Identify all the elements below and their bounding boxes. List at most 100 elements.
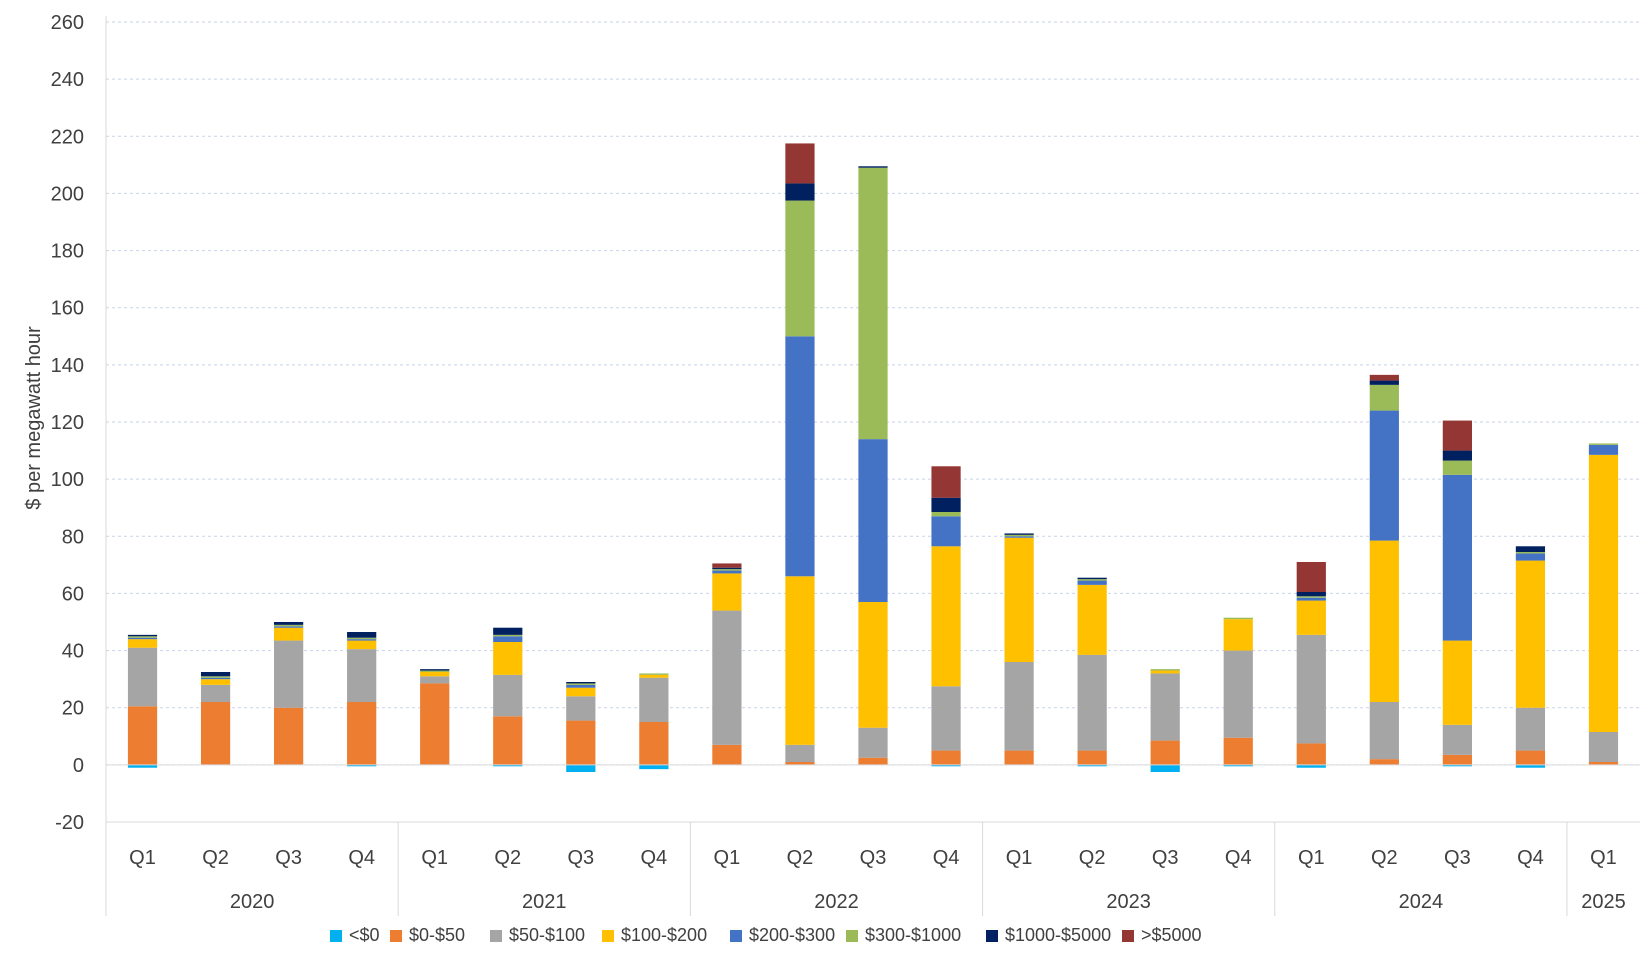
bar-segment (785, 762, 815, 765)
bar-segment (127, 764, 158, 768)
legend-swatch (602, 930, 614, 942)
bar-segment (1442, 640, 1472, 725)
bar-segment (420, 672, 450, 677)
y-tick-label: 60 (62, 583, 84, 605)
group-label: 2023 (1106, 891, 1151, 913)
bar-segment (639, 764, 669, 770)
bar-segment (858, 166, 888, 168)
legend-label: $200-$300 (749, 925, 835, 945)
bar-segment (200, 677, 231, 680)
x-tick-label: Q2 (1079, 847, 1106, 869)
bar-segment (1369, 702, 1399, 760)
bar-segment (858, 167, 888, 440)
bar-segment (347, 639, 377, 641)
legend-swatch (330, 930, 342, 942)
bar-segment (1442, 460, 1472, 475)
x-tick-label: Q1 (1590, 847, 1617, 869)
bar-segment (1296, 596, 1326, 598)
x-tick-label: Q4 (933, 847, 960, 869)
bar-segment (274, 627, 304, 641)
legend-swatch (490, 930, 502, 942)
x-tick-label: Q4 (348, 847, 375, 869)
legend-label: $0-$50 (409, 925, 465, 945)
legend-swatch (986, 930, 998, 942)
bar-segment (566, 682, 596, 684)
bar-segment (858, 439, 888, 602)
bar-segment (420, 676, 450, 684)
bar-segment (858, 727, 888, 758)
bar-segment (274, 640, 304, 708)
bar-segment (1442, 420, 1472, 451)
bar-segment (347, 764, 377, 767)
y-tick-label: 40 (62, 641, 84, 663)
legend-swatch (390, 930, 402, 942)
bar-segment (347, 649, 377, 702)
bar-segment (931, 516, 961, 547)
bar-segment (1442, 754, 1472, 765)
x-tick-label: Q2 (494, 847, 521, 869)
bar-segment (785, 200, 815, 337)
x-tick-label: Q4 (1517, 847, 1544, 869)
bar-segment (1515, 750, 1546, 765)
bar-segment (1515, 560, 1546, 708)
bar-segment (274, 626, 304, 628)
bar-segment (1223, 619, 1253, 651)
bar-segment (1077, 654, 1107, 751)
x-tick-label: Q2 (202, 847, 229, 869)
bar-segment (1296, 743, 1326, 765)
bar-segment (1077, 764, 1107, 767)
bar-segment (639, 722, 669, 765)
bar-segment (274, 707, 304, 765)
bar-segment (566, 687, 596, 697)
bar-segment (1588, 732, 1619, 762)
bar-segment (566, 683, 596, 685)
group-label: 2024 (1399, 891, 1444, 913)
bar-segment (127, 634, 158, 637)
bar-segment (931, 512, 961, 517)
y-tick-label: 0 (73, 755, 84, 777)
bar-segment (712, 744, 742, 765)
bar-segment (1223, 764, 1253, 767)
bar-segment (1077, 579, 1107, 581)
bar-segment (420, 669, 450, 671)
bar-segment (347, 640, 377, 650)
bar-segment (420, 683, 450, 765)
bar-segment (566, 684, 596, 688)
bar-segment (1588, 443, 1619, 445)
bar-segment (712, 570, 742, 574)
x-tick-label: Q1 (714, 847, 741, 869)
bar-segment (493, 636, 523, 642)
bar-segment (1515, 546, 1546, 552)
bar-segment (493, 627, 523, 635)
x-tick-label: Q3 (1152, 847, 1179, 869)
bar-segment (1223, 737, 1253, 765)
bar-segment (1588, 454, 1619, 732)
bar-segment (1369, 759, 1399, 765)
legend: <$0 $0-$50 $50-$100 $100-$200 $200-$300 $300-… (330, 925, 1202, 945)
x-tick-label: Q3 (860, 847, 887, 869)
bar-segment (639, 674, 669, 678)
bar-segment (1588, 762, 1619, 765)
bars (127, 143, 1619, 772)
y-axis-title: $ per megawatt hour (23, 326, 45, 510)
bar-segment (1004, 534, 1034, 537)
bar-segment (1223, 617, 1253, 620)
group-label: 2022 (814, 891, 859, 913)
bar-segment (1296, 764, 1326, 768)
bar-segment (493, 642, 523, 675)
bar-segment (1077, 580, 1107, 585)
x-tick-label: Q3 (567, 847, 594, 869)
bar-segment (1150, 764, 1180, 772)
bar-segment (1150, 669, 1180, 671)
bar-segment (347, 632, 377, 638)
bar-segment (712, 563, 742, 568)
bar-segment (493, 634, 523, 637)
bar-segment (1223, 650, 1253, 738)
bar-segment (566, 720, 596, 765)
bar-segment (566, 764, 596, 772)
bar-segment (347, 637, 377, 640)
bar-segment (712, 569, 742, 571)
bar-segment (1296, 597, 1326, 601)
y-tick-label: 100 (51, 469, 84, 491)
